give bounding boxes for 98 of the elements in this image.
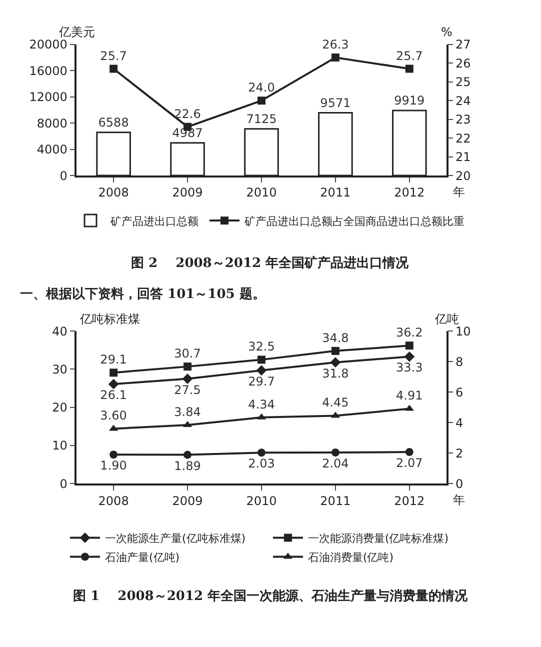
- y-tick-label: 16000: [29, 64, 68, 78]
- y2-axis-title: %: [441, 25, 452, 39]
- data-label: 2.07: [396, 456, 423, 470]
- y2-tick-label: 22: [456, 131, 471, 146]
- point: [331, 54, 340, 62]
- y-tick-label: 20000: [29, 38, 68, 52]
- y-tick-label: 4000: [36, 142, 68, 157]
- y-tick-label: 40: [52, 324, 68, 338]
- data-label: 25.7: [396, 48, 423, 63]
- y-tick-label: 20: [52, 400, 68, 415]
- point: [182, 374, 193, 384]
- data-label: 27.5: [174, 382, 201, 397]
- point: [257, 448, 266, 457]
- data-label: 32.5: [248, 340, 275, 354]
- point: [257, 96, 266, 105]
- text: 一、根据以下资料，回答 101～105 题。: [20, 287, 266, 302]
- data-label: 4.91: [396, 388, 423, 403]
- data-label: 36.2: [396, 326, 423, 340]
- point: [405, 342, 414, 350]
- point: [331, 346, 340, 355]
- x-tick-label: 2010: [246, 494, 277, 508]
- y2-tick-label: 10: [456, 324, 471, 338]
- data-label: 31.8: [322, 366, 349, 380]
- y2-tick-label: 0: [456, 476, 464, 491]
- y-tick-label: 8000: [36, 116, 68, 130]
- x-tick-label: 2008: [98, 494, 129, 508]
- point: [110, 64, 118, 73]
- data-label: 2.04: [322, 456, 349, 470]
- y2-tick-label: 26: [456, 56, 471, 70]
- x-tick-label: 2010: [246, 186, 277, 200]
- point: [110, 368, 118, 377]
- data-label: 9919: [394, 94, 425, 108]
- data-label: 29.1: [100, 352, 127, 367]
- data-label: 4.45: [322, 396, 349, 410]
- y-axis-title: 亿吨标准煤: [79, 312, 140, 326]
- x-tick-label: 2009: [172, 494, 203, 508]
- legend-label: 石油消费量(亿吨): [308, 551, 394, 564]
- data-label: 24.0: [248, 80, 275, 95]
- data-label: 33.3: [396, 360, 423, 375]
- y-tick-label: 10: [52, 438, 68, 453]
- y2-tick-label: 23: [456, 112, 471, 127]
- legend-label: 一次能源消费量(亿吨标准煤): [308, 532, 449, 546]
- data-label: 30.7: [174, 346, 201, 361]
- point: [256, 365, 267, 376]
- data-label: 25.7: [100, 48, 127, 63]
- x-tick-label: 2011: [320, 494, 351, 508]
- data-label: 6588: [98, 115, 129, 130]
- x-tick-label: 2009: [172, 186, 203, 200]
- legend-label: 一次能源生产量(亿吨标准煤): [105, 532, 246, 546]
- text: 图 2 2008～2012 年全国矿产品进出口情况: [131, 255, 410, 271]
- point: [405, 64, 414, 73]
- x-tick-label: 2012: [394, 186, 425, 200]
- data-label: 3.84: [174, 405, 201, 420]
- legend-label: 石油产量(亿吨): [105, 551, 180, 564]
- point: [257, 356, 266, 364]
- y2-tick-label: 2: [456, 446, 464, 460]
- y-axis-title: 亿美元: [58, 25, 95, 39]
- data-label: 34.8: [322, 330, 349, 345]
- x-tick-label: 2008: [98, 186, 129, 200]
- data-label: 9571: [320, 96, 351, 110]
- data-label: 29.7: [248, 374, 275, 388]
- point: [110, 450, 118, 459]
- x-axis-title: 年: [453, 493, 465, 507]
- point: [404, 351, 415, 362]
- y2-tick-label: 21: [456, 150, 471, 164]
- y2-tick-label: 8: [456, 354, 464, 369]
- data-label: 22.6: [174, 106, 201, 121]
- point: [331, 448, 340, 456]
- y2-tick-label: 25: [456, 75, 471, 90]
- data-label: 1.89: [174, 458, 201, 473]
- data-label: 4.34: [248, 397, 275, 412]
- x-tick-label: 2012: [394, 494, 425, 508]
- point: [330, 357, 341, 368]
- data-label: 26.3: [322, 38, 349, 52]
- y2-axis-title: 亿吨: [434, 312, 459, 326]
- y2-tick-label: 24: [456, 94, 471, 108]
- x-axis-title: 年: [453, 185, 465, 199]
- y2-tick-label: 20: [456, 168, 471, 183]
- point: [405, 448, 414, 456]
- legend-label: 矿产品进出口总额: [110, 214, 198, 228]
- y-tick-label: 12000: [29, 90, 68, 104]
- y2-tick-label: 4: [456, 416, 464, 430]
- data-label: 26.1: [100, 388, 127, 402]
- point: [184, 450, 192, 459]
- point: [108, 378, 119, 390]
- y-tick-label: 0: [60, 168, 68, 183]
- x-tick-label: 2011: [320, 186, 351, 200]
- y-tick-label: 0: [60, 476, 68, 491]
- text: 图 1 2008～2012 年全国一次能源、石油生产量与消费量的情况: [73, 588, 469, 604]
- y2-tick-label: 6: [456, 385, 464, 400]
- y2-tick-label: 27: [456, 38, 471, 52]
- data-label: 2.03: [248, 456, 275, 471]
- y-tick-label: 30: [52, 362, 68, 376]
- data-label: 3.60: [100, 408, 127, 423]
- data-label: 1.90: [100, 458, 127, 473]
- data-label: 7125: [246, 112, 277, 126]
- legend-label: 矿产品进出口总额占全国商品进出口总额比重: [244, 214, 464, 228]
- point: [184, 362, 192, 371]
